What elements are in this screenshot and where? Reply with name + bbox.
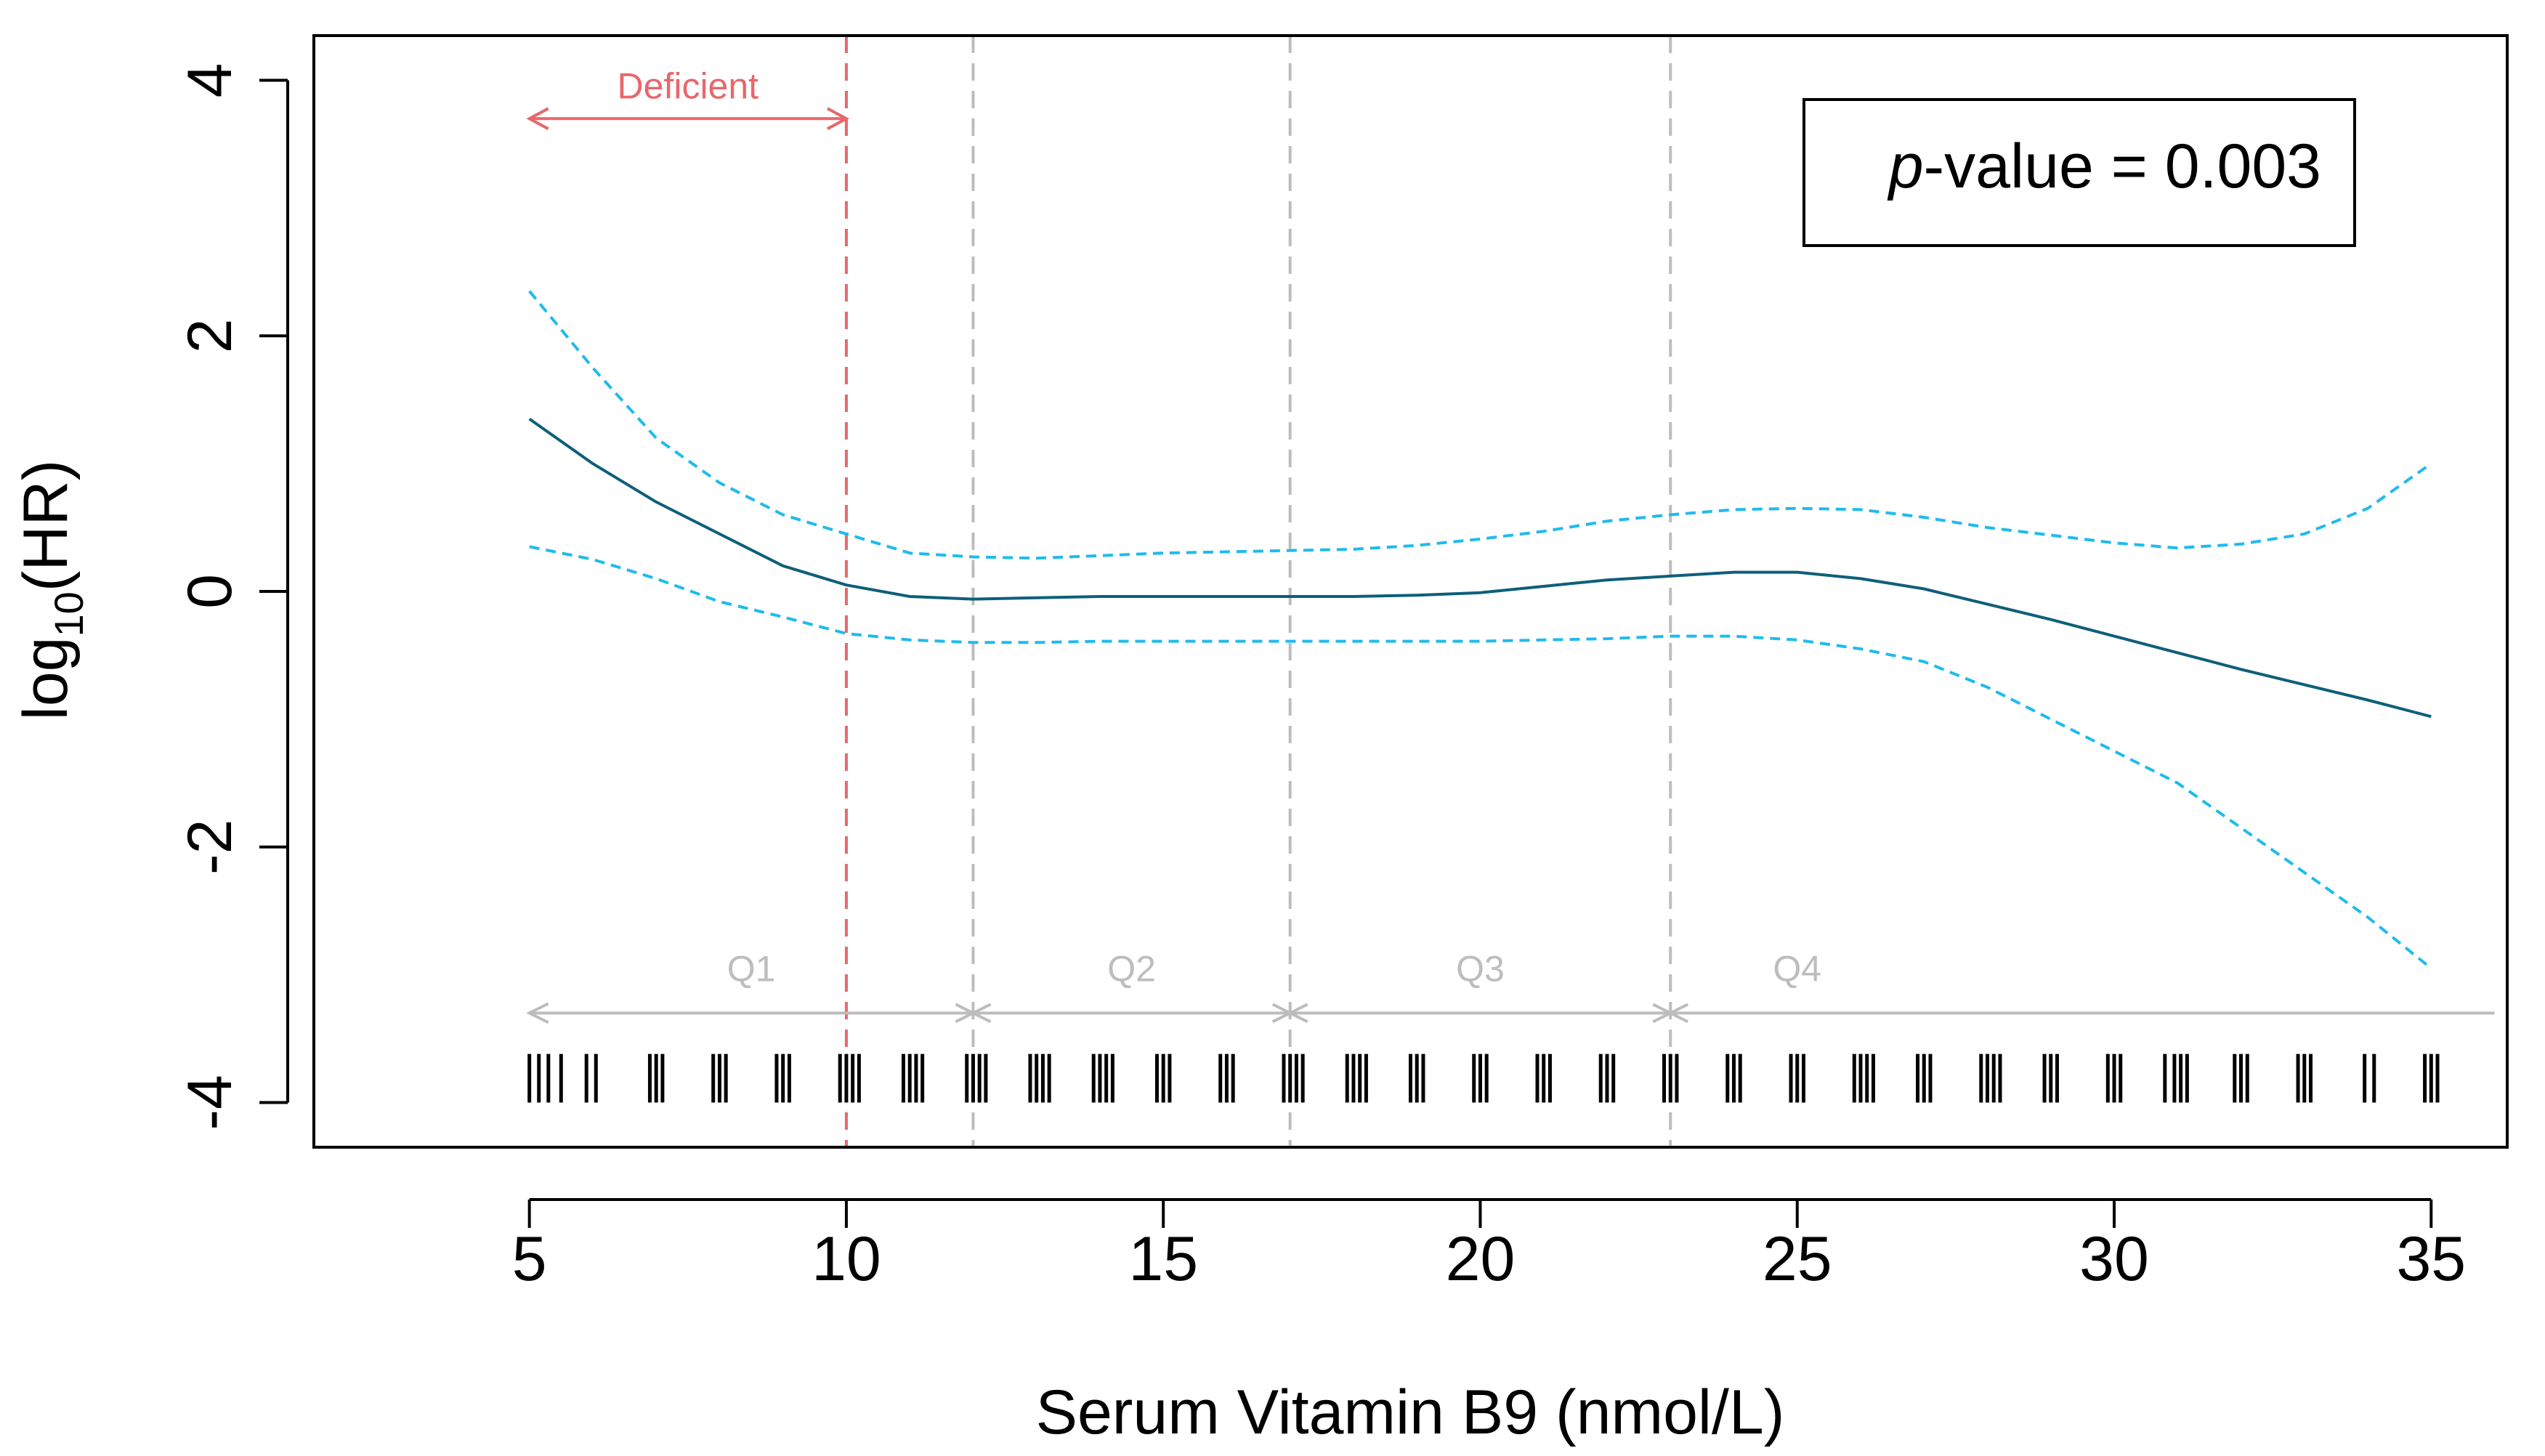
quartile-cutoff-arrowheads	[1271, 1003, 1308, 1024]
deficient-arrowhead-left	[526, 107, 549, 131]
y-tick-label: -4	[175, 1075, 245, 1130]
plot-frame	[312, 34, 2509, 1149]
series-line-estimate	[528, 417, 2432, 719]
pvalue-value: -value = 0.003	[1924, 132, 2321, 201]
quartile-label-q4: Q4	[1773, 948, 1821, 989]
y-tick-label: 0	[175, 574, 245, 609]
x-tick-label: 10	[812, 1224, 881, 1294]
quartile-arrowhead-start	[526, 1002, 549, 1024]
y-tick-label: 2	[175, 318, 245, 353]
quartile-cutoff-arrowheads	[1652, 1003, 1689, 1024]
x-axis-label: Serum Vitamin B9 (nmol/L)	[1036, 1378, 1785, 1447]
x-tick-label: 15	[1128, 1224, 1198, 1294]
y-label-hr: (HR)	[11, 460, 81, 592]
quartile-annotations: Q1 Q2 Q3 Q4	[526, 948, 2495, 1024]
x-tick-label: 20	[1446, 1224, 1516, 1294]
series-line-upper-ci	[528, 290, 2432, 560]
x-tick-label: 30	[2079, 1224, 2149, 1294]
guide-lines: Deficient	[526, 36, 1672, 1147]
pvalue-text: p-value = 0.003	[1887, 132, 2321, 201]
pvalue-box: p-value = 0.003	[1802, 98, 2356, 247]
pvalue-box-frame	[1802, 98, 2356, 247]
quartile-label-q2: Q2	[1107, 948, 1156, 989]
y-label-subscript: 10	[46, 591, 92, 636]
y-label-log: log	[11, 637, 81, 721]
series-line-lower-ci	[529, 545, 2432, 970]
series-lines	[528, 290, 2432, 970]
quartile-label-q3: Q3	[1456, 948, 1505, 989]
x-tick-label: 25	[1763, 1224, 1832, 1294]
x-tick-label: 35	[2396, 1224, 2466, 1294]
y-tick-label: 4	[175, 63, 245, 98]
quartile-cutoff-arrowheads	[955, 1003, 992, 1024]
y-tick-label: -2	[175, 819, 245, 874]
quartile-label-q1: Q1	[727, 948, 776, 989]
deficient-label: Deficient	[618, 65, 759, 106]
deficient-arrowhead-right	[826, 107, 850, 131]
pvalue-italic: p	[1887, 132, 1924, 201]
rug-marks	[527, 1053, 2440, 1103]
x-tick-label: 5	[512, 1224, 547, 1294]
y-axis-label: log10(HR)	[11, 460, 92, 721]
